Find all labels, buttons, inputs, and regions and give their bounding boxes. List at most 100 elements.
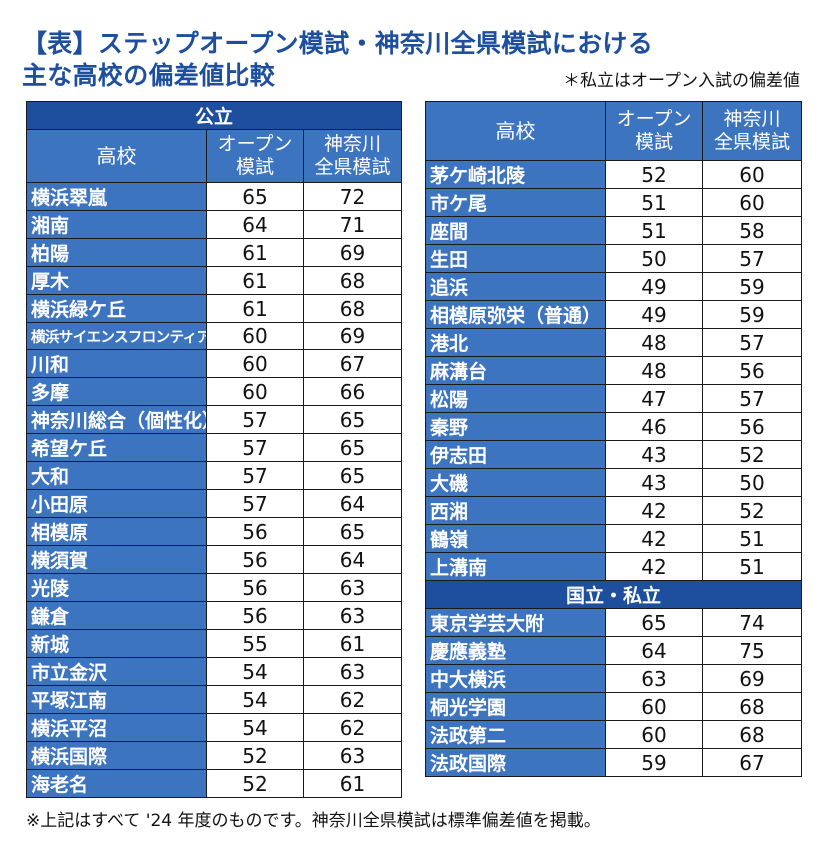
- open-exam-score: 65: [206, 182, 304, 211]
- school-name: 上溝南: [425, 552, 606, 581]
- table-row: 秦野 46 56: [425, 412, 802, 441]
- kanagawa-exam-score: 50: [702, 468, 802, 497]
- table-row: 多摩 60 66: [26, 377, 403, 406]
- school-name: 生田: [425, 244, 606, 273]
- table-row: 平塚江南 54 62: [26, 685, 403, 714]
- table-row: 西湘 42 52: [425, 496, 802, 525]
- open-exam-score: 57: [206, 433, 304, 462]
- table-row: 市ケ尾 51 60: [425, 188, 802, 217]
- page-title: 【表】ステップオープン模試・神奈川全県模試における 主な高校の偏差値比較: [22, 28, 653, 92]
- kanagawa-exam-score: 52: [702, 496, 802, 525]
- open-exam-score: 47: [605, 384, 703, 413]
- open-exam-score: 49: [605, 272, 703, 301]
- kanagawa-exam-column-header: 神奈川 全県模試: [302, 129, 403, 183]
- open-exam-score: 42: [605, 552, 703, 581]
- kanagawa-exam-score: 56: [702, 412, 802, 441]
- school-column-header: 高校: [26, 129, 207, 183]
- open-exam-score: 48: [605, 356, 703, 385]
- school-name: 中大横浜: [425, 664, 606, 693]
- table-row: 相模原 56 65: [26, 517, 403, 546]
- table-row: 横浜翠嵐 65 72: [26, 182, 403, 211]
- table-row: 大磯 43 50: [425, 468, 802, 497]
- kanagawa-exam-score: 51: [702, 524, 802, 553]
- footnote: ※上記はすべて '24 年度のものです。神奈川全県模試は標準偏差値を掲載。: [26, 811, 601, 831]
- school-name: 大和: [26, 461, 207, 490]
- national-private-section: 国立・私立: [425, 580, 802, 609]
- school-name: 希望ケ丘: [26, 433, 207, 462]
- open-exam-score: 56: [206, 573, 304, 602]
- kanagawa-exam-score: 68: [302, 294, 403, 323]
- open-exam-score: 65: [605, 608, 703, 637]
- kanagawa-exam-score: 74: [702, 608, 802, 637]
- open-exam-score: 56: [206, 545, 304, 574]
- school-name: 湘南: [26, 210, 207, 239]
- table-row: 麻溝台 48 56: [425, 356, 802, 385]
- school-name: 桐光学園: [425, 692, 606, 721]
- school-name: 光陵: [26, 573, 207, 602]
- school-name: 神奈川総合（個性化）: [26, 405, 207, 434]
- table-row: 上溝南 42 51: [425, 552, 802, 581]
- table-row: 光陵 56 63: [26, 573, 403, 602]
- open-exam-score: 52: [206, 769, 304, 798]
- open-exam-score: 43: [605, 440, 703, 469]
- school-name: 相模原: [26, 517, 207, 546]
- open-exam-score: 51: [605, 216, 703, 245]
- open-exam-score: 49: [605, 300, 703, 329]
- table-row: 法政第二 60 68: [425, 720, 802, 749]
- school-name: 鎌倉: [26, 601, 207, 630]
- open-exam-score: 61: [206, 238, 304, 267]
- open-exam-score: 60: [206, 349, 304, 378]
- open-exam-score: 52: [206, 741, 304, 770]
- kanagawa-exam-score: 51: [702, 552, 802, 581]
- table-row: 桐光学園 60 68: [425, 692, 802, 721]
- public-schools-body: 横浜翠嵐 65 72 湘南 64 71 柏陽 61 69 厚木 61 68 横浜緑ケ丘 61 68 横浜サイエ…: [26, 182, 403, 798]
- kanagawa-exam-score: 60: [702, 160, 802, 189]
- kanagawa-exam-score: 61: [302, 629, 403, 658]
- school-name: 平塚江南: [26, 685, 207, 714]
- school-name: 伊志田: [425, 440, 606, 469]
- kanagawa-exam-score: 61: [302, 769, 403, 798]
- school-name: 横浜サイエンスフロンティア: [26, 322, 207, 350]
- school-name: 横須賀: [26, 545, 207, 574]
- table-row: 法政国際 59 67: [425, 748, 802, 777]
- public-section-label: 公立: [25, 101, 403, 130]
- national-private-section-label: 国立・私立: [425, 580, 802, 609]
- open-exam-score: 60: [206, 322, 304, 350]
- kanagawa-exam-score: 62: [302, 713, 403, 742]
- open-exam-score: 64: [206, 210, 304, 239]
- kanagawa-exam-score: 63: [302, 573, 403, 602]
- open-exam-score: 50: [605, 244, 703, 273]
- column-header-row: 高校 オープン 模試 神奈川 全県模試: [425, 101, 802, 161]
- kanagawa-exam-score: 63: [302, 657, 403, 686]
- kanagawa-exam-score: 68: [702, 692, 802, 721]
- table-row: 伊志田 43 52: [425, 440, 802, 469]
- open-exam-score: 60: [605, 692, 703, 721]
- school-name: 慶應義塾: [425, 636, 606, 665]
- open-exam-score: 63: [605, 664, 703, 693]
- school-name: 法政国際: [425, 748, 606, 777]
- private-school-note: ＊私立はオープン入試の偏差値: [563, 71, 800, 91]
- school-name: 柏陽: [26, 238, 207, 267]
- school-name: 多摩: [26, 377, 207, 406]
- table-row: 厚木 61 68: [26, 266, 403, 295]
- open-exam-score: 64: [605, 636, 703, 665]
- open-exam-score: 61: [206, 266, 304, 295]
- table-row: 慶應義塾 64 75: [425, 636, 802, 665]
- kanagawa-exam-score: 65: [302, 405, 403, 434]
- school-name: 相模原弥栄（普通）: [425, 300, 606, 329]
- table-row: 小田原 57 64: [26, 489, 403, 518]
- kanagawa-exam-score: 62: [302, 685, 403, 714]
- table-row: 希望ケ丘 57 65: [26, 433, 403, 462]
- kanagawa-exam-score: 69: [302, 322, 403, 350]
- kanagawa-exam-score: 68: [302, 266, 403, 295]
- public-section-header: 公立: [25, 101, 403, 130]
- school-name: 鶴嶺: [425, 524, 606, 553]
- table-row: 追浜 49 59: [425, 272, 802, 301]
- kanagawa-exam-score: 59: [702, 272, 802, 301]
- table-row: 相模原弥栄（普通） 49 59: [425, 300, 802, 329]
- table-row: 鎌倉 56 63: [26, 601, 403, 630]
- kanagawa-exam-score: 65: [302, 517, 403, 546]
- open-exam-score: 57: [206, 405, 304, 434]
- kanagawa-header-line-2: 全県模試: [314, 156, 391, 178]
- school-name: 茅ケ崎北陵: [425, 160, 606, 189]
